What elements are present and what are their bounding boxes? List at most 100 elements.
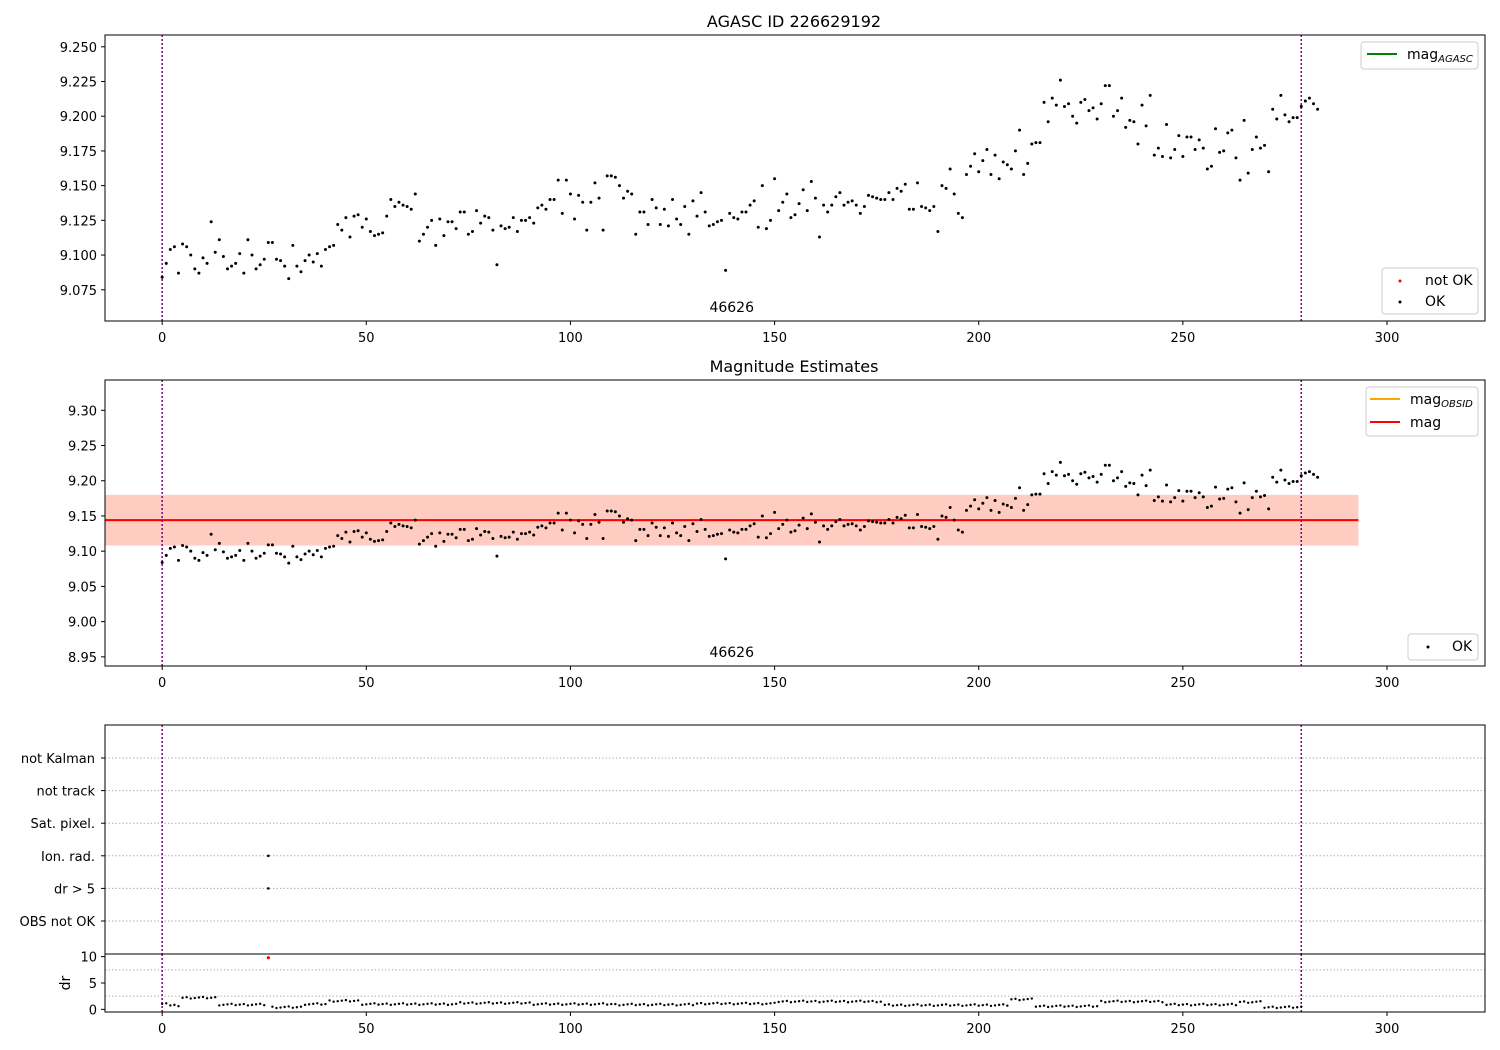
data-point-ok (601, 228, 605, 232)
data-point-ok (1120, 96, 1124, 100)
data-point-ok (372, 234, 376, 238)
dr-point (312, 1002, 315, 1006)
x-tick-label: 50 (358, 676, 375, 691)
data-point-ok (740, 527, 744, 531)
dr-point (1238, 1000, 1242, 1004)
dr-point (1026, 997, 1029, 1001)
data-point-ok (650, 521, 654, 525)
data-point-ok (421, 539, 425, 543)
dr-point (622, 1003, 625, 1007)
dr-point (1259, 999, 1262, 1003)
data-point-ok (548, 521, 552, 525)
data-point-ok (1307, 96, 1311, 100)
data-point-ok (626, 189, 630, 193)
data-point-ok (491, 228, 495, 232)
dr-point (993, 1004, 997, 1007)
data-point-ok (969, 504, 973, 508)
data-point-ok (1214, 485, 1218, 489)
data-point-ok (295, 555, 299, 559)
data-point-ok (695, 529, 699, 533)
data-point-ok (1275, 480, 1279, 484)
data-point-ok (409, 526, 413, 530)
dr-point (748, 1002, 752, 1006)
data-point-ok (438, 217, 442, 221)
data-point-ok (573, 531, 577, 535)
data-point-ok (699, 517, 703, 521)
dr-point (258, 1002, 262, 1006)
dr-point (740, 1002, 744, 1005)
data-point-ok (176, 271, 180, 275)
data-point-ok (552, 521, 556, 525)
data-point-ok (1181, 154, 1185, 158)
data-point-ok (1209, 504, 1213, 508)
dr-point (908, 1004, 911, 1007)
dr-point (997, 1003, 1001, 1007)
legend-upper: magOBSID mag (1365, 386, 1479, 437)
data-point-ok (1103, 463, 1107, 467)
data-point-ok (1124, 484, 1128, 488)
data-point-ok (319, 555, 323, 559)
data-point-ok (744, 527, 748, 531)
y-tick-label: 9.225 (60, 76, 97, 91)
dr-point (716, 1001, 719, 1004)
dr-point (532, 1003, 535, 1007)
data-point-ok (1197, 491, 1201, 495)
dr-point (1055, 1004, 1058, 1008)
dr-point (446, 1003, 450, 1007)
data-point-ok (1050, 96, 1054, 100)
data-point-ok (1075, 482, 1079, 486)
dr-point (1177, 1003, 1180, 1007)
dr-point (181, 996, 184, 999)
data-point-ok (487, 216, 491, 220)
data-point-ok (1152, 498, 1156, 502)
dr-point (1067, 1005, 1070, 1008)
y-tick-label: 9.25 (68, 440, 97, 455)
data-point-ok (246, 541, 250, 545)
data-point-ok (585, 536, 589, 540)
dr-point (761, 1003, 764, 1006)
flag-category-label: Sat. pixel. (31, 817, 95, 832)
dr-point (226, 1003, 229, 1006)
data-point-ok (1214, 127, 1218, 131)
dr-point (891, 1004, 895, 1007)
data-point-ok (683, 204, 687, 208)
data-point-ok (446, 220, 450, 224)
dr-point (1185, 1002, 1189, 1006)
data-point-ok (1030, 142, 1034, 146)
data-point-ok (703, 210, 707, 214)
data-point-ok (1042, 472, 1046, 476)
data-point-ok (364, 531, 368, 535)
data-point-ok (646, 223, 650, 227)
data-point-ok (389, 198, 393, 202)
data-point-ok (605, 509, 609, 513)
data-point-ok (528, 530, 532, 534)
data-point-ok (397, 522, 401, 526)
data-point-ok (593, 181, 597, 185)
x-tick-label: 0 (158, 676, 166, 691)
dr-point-not-ok (266, 956, 270, 960)
data-point-ok (1201, 495, 1205, 499)
dr-point (169, 1004, 172, 1007)
data-point-ok (536, 206, 540, 210)
dr-point (671, 1002, 674, 1006)
data-point-ok (532, 533, 536, 537)
data-point-ok (605, 174, 609, 178)
data-point-ok (1079, 472, 1083, 476)
data-point-ok (1185, 489, 1189, 493)
data-point-ok (409, 207, 413, 211)
data-point-ok (1267, 507, 1271, 511)
data-point-ok (213, 548, 217, 552)
data-point-ok (756, 225, 760, 229)
data-point-ok (291, 544, 295, 548)
data-point-ok (638, 210, 642, 214)
dr-point (573, 1002, 576, 1005)
data-point-ok (1046, 482, 1050, 486)
dr-point (781, 1000, 784, 1003)
data-point-ok (642, 527, 646, 531)
data-point-ok (805, 527, 809, 531)
data-point-ok (201, 256, 205, 260)
data-point-ok (307, 549, 311, 553)
data-point-ok (454, 536, 458, 540)
data-point-ok (1230, 128, 1234, 132)
data-point-ok (1013, 496, 1017, 500)
